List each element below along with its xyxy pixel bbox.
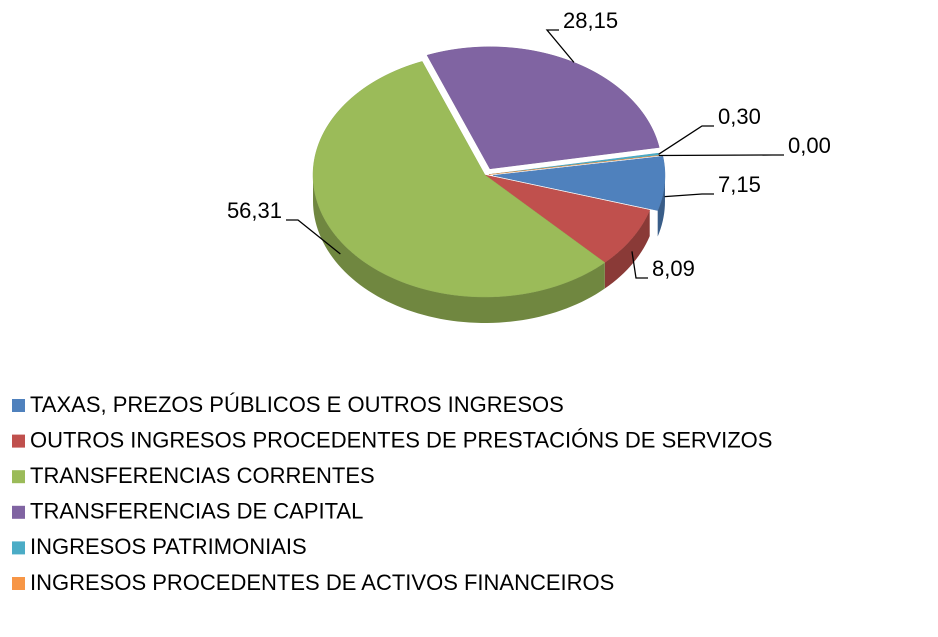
pie-slice — [492, 156, 666, 211]
legend-label: TAXAS, PREZOS PÚBLICOS E OUTROS INGRESOS — [30, 392, 564, 417]
legend-label: INGRESOS PROCEDENTES DE ACTIVOS FINANCEI… — [30, 570, 614, 595]
data-label: 0,30 — [718, 104, 761, 129]
leader-line — [286, 219, 341, 255]
data-label: 28,15 — [563, 8, 618, 33]
data-label: 56,31 — [227, 198, 282, 223]
legend-label: TRANSFERENCIAS DE CAPITAL — [30, 499, 363, 524]
leader-line — [658, 125, 714, 155]
data-label: 8,09 — [652, 256, 695, 281]
legend-label: OUTROS INGRESOS PROCEDENTES DE PRESTACIÓ… — [30, 427, 772, 452]
leader-line — [545, 29, 575, 63]
legend-label: TRANSFERENCIAS CORRENTES — [30, 463, 375, 488]
slice-side — [657, 175, 665, 237]
pie-tops — [312, 46, 666, 298]
legend-label: INGRESOS PATRIMONIAIS — [30, 534, 307, 559]
slice-side — [604, 210, 650, 289]
slice-side — [313, 175, 605, 323]
legend-swatch — [12, 434, 25, 448]
legend-swatch — [12, 470, 25, 484]
pie-sides — [313, 175, 665, 323]
legend-swatch — [12, 505, 25, 519]
legend-swatch — [12, 577, 25, 590]
data-label: 7,15 — [718, 172, 761, 197]
pie-slice — [312, 61, 606, 298]
pie-slice — [426, 46, 660, 170]
legend-swatch — [12, 541, 25, 555]
legend-swatch — [12, 399, 25, 412]
data-label: 0,00 — [788, 133, 831, 158]
leader-line — [664, 193, 714, 198]
leader-line — [631, 251, 648, 279]
pie-slice — [484, 174, 651, 263]
